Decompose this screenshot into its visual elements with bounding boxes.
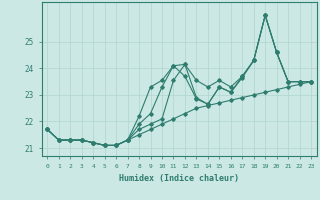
X-axis label: Humidex (Indice chaleur): Humidex (Indice chaleur)	[119, 174, 239, 183]
